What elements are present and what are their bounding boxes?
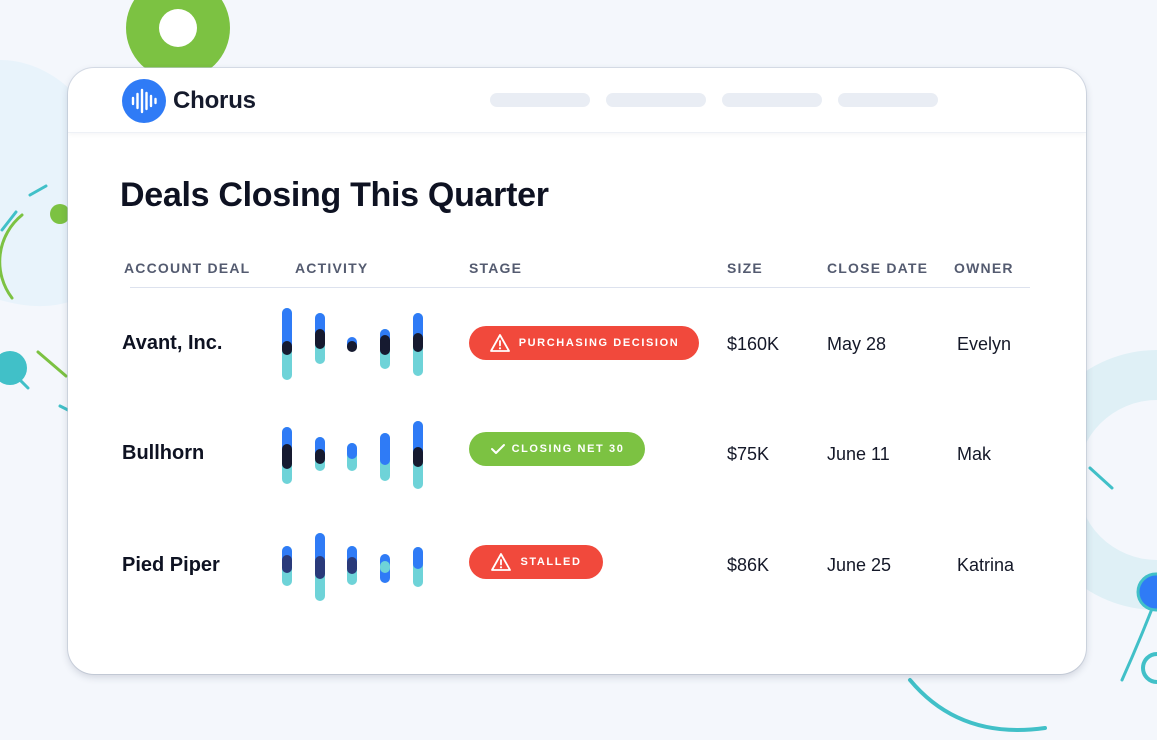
activity-sparkline [282,421,423,489]
app-header: Chorus [68,68,1086,133]
owner-name: Evelyn [957,334,1012,354]
activity-sparkline [282,308,423,380]
deal-size: $160K [727,334,780,354]
warning-triangle-icon [489,334,510,352]
table-row[interactable]: Pied Piper [68,518,1086,618]
nav-placeholder[interactable] [722,93,822,107]
nav-placeholders [490,93,954,107]
stage-badge[interactable]: PURCHASING DECISION [469,326,699,360]
nav-placeholder[interactable] [490,93,590,107]
column-header-size: SIZE [727,260,763,276]
deals-card: Chorus Deals Closing This Quarter ACCOUN… [68,68,1086,674]
close-date: May 28 [827,334,887,354]
column-header-close-date: CLOSE DATE [827,260,929,276]
stage-badge[interactable]: CLOSING NET 30 [469,432,645,466]
header-divider [130,287,1030,288]
close-date: June 25 [827,555,892,575]
nav-placeholder[interactable] [838,93,938,107]
owner-name: Katrina [957,555,1015,575]
stage-label: CLOSING NET 30 [511,443,625,455]
stage-label: STALLED [520,556,582,568]
brand-name: Chorus [173,87,256,114]
stage-label: PURCHASING DECISION [518,337,680,349]
deal-size: $86K [727,555,770,575]
column-header-owner: OWNER [954,260,1014,276]
close-date: June 11 [827,444,890,464]
waveform-icon [122,79,166,123]
column-header-account: ACCOUNT DEAL [124,260,251,276]
stage-badge[interactable]: STALLED [469,545,603,579]
page-title: Deals Closing This Quarter [120,176,549,214]
activity-sparkline [282,533,423,601]
table-row[interactable]: Avant, Inc. [68,294,1086,394]
table-row[interactable]: Bullhorn CLOSING NET 30 [68,404,1086,504]
warning-triangle-icon [491,553,512,571]
checkmark-icon [490,444,505,454]
column-header-stage: STAGE [469,260,523,276]
chorus-logo[interactable]: Chorus [122,79,256,123]
deal-size: $75K [727,444,770,464]
account-name[interactable]: Avant, Inc. [122,332,223,354]
column-header-activity: ACTIVITY [295,260,369,276]
account-name[interactable]: Pied Piper [122,554,220,576]
nav-placeholder[interactable] [606,93,706,107]
owner-name: Mak [957,444,992,464]
account-name[interactable]: Bullhorn [122,442,205,464]
